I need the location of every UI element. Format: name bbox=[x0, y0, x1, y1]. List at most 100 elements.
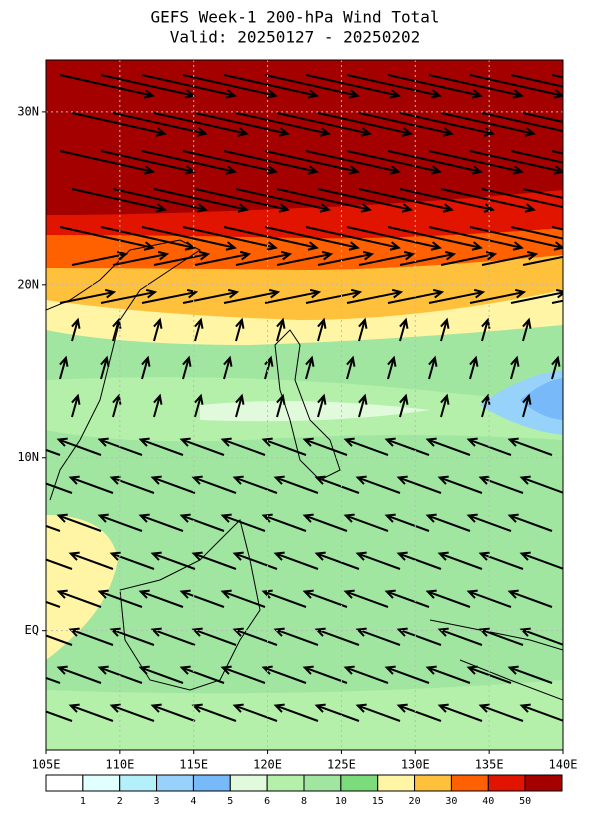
wind-arrow bbox=[519, 475, 563, 494]
wind-arrow bbox=[97, 437, 143, 456]
wind-arrow bbox=[302, 589, 348, 608]
wind-arrow bbox=[358, 250, 416, 266]
plot-frame bbox=[45, 59, 564, 751]
wind-arrow bbox=[59, 74, 155, 99]
wind-arrow bbox=[481, 112, 563, 133]
colorbar-label: 15 bbox=[372, 796, 384, 807]
wind-arrow bbox=[223, 74, 319, 99]
wind-arrow bbox=[223, 355, 233, 380]
wind-arrow bbox=[276, 317, 286, 342]
colorbar-label: 10 bbox=[335, 796, 347, 807]
wind-arrow bbox=[141, 150, 237, 175]
wind-arrow bbox=[235, 393, 245, 418]
wind-arrow bbox=[150, 627, 196, 646]
wind-arrow bbox=[314, 627, 360, 646]
colorbar-box bbox=[303, 774, 342, 792]
wind-arrow bbox=[317, 112, 413, 137]
wind-arrow bbox=[264, 74, 360, 99]
colorbar-box bbox=[340, 774, 379, 792]
wind-arrow bbox=[220, 589, 266, 608]
x-tick-label: 135E bbox=[475, 758, 504, 772]
wind-arrow bbox=[194, 393, 204, 418]
wind-arrow bbox=[59, 226, 155, 251]
wind-arrow bbox=[399, 393, 409, 418]
wind-arrow bbox=[71, 393, 81, 418]
wind-arrow bbox=[220, 665, 266, 684]
map-title: GEFS Week-1 200-hPa Wind Total bbox=[151, 8, 440, 27]
x-tick-label: 140E bbox=[549, 758, 578, 772]
wind-arrow bbox=[138, 665, 184, 684]
wind-arrow bbox=[469, 355, 479, 380]
wind-arrow bbox=[519, 627, 563, 646]
wind-arrow bbox=[191, 627, 237, 646]
wind-arrow bbox=[264, 226, 360, 251]
wind-arrow bbox=[194, 112, 290, 137]
shade-yellow bbox=[46, 515, 118, 660]
wind-arrow bbox=[273, 551, 319, 570]
wind-arrow bbox=[343, 437, 389, 456]
wind-arrow bbox=[68, 703, 114, 722]
wind-arrow bbox=[425, 437, 471, 456]
wind-arrow bbox=[440, 112, 536, 137]
wind-arrow bbox=[109, 551, 155, 570]
wind-arrow bbox=[56, 665, 102, 684]
x-tick-label: 130E bbox=[401, 758, 430, 772]
wind-arrow bbox=[182, 226, 278, 251]
wind-arrow bbox=[478, 703, 524, 722]
wind-arrow bbox=[153, 393, 163, 418]
wind-arrow bbox=[317, 393, 327, 418]
wind-arrow bbox=[46, 482, 73, 494]
wind-arrow bbox=[519, 551, 563, 570]
wind-arrow bbox=[314, 703, 360, 722]
wind-arrow bbox=[264, 288, 322, 304]
wind-arrow bbox=[59, 150, 155, 175]
wind-arrow bbox=[387, 355, 397, 380]
wind-arrow bbox=[428, 288, 486, 304]
wind-arrow bbox=[387, 226, 483, 251]
wind-arrow bbox=[384, 437, 430, 456]
wind-arrow bbox=[305, 288, 363, 304]
wind-arrow bbox=[232, 551, 278, 570]
wind-arrow bbox=[223, 288, 281, 304]
colorbar-box bbox=[192, 774, 231, 792]
wind-arrow bbox=[235, 317, 245, 342]
wind-arrow bbox=[507, 513, 553, 532]
wind-arrow bbox=[387, 150, 483, 175]
wind-arrow bbox=[522, 112, 563, 123]
wind-arrow bbox=[551, 355, 561, 380]
wind-arrow bbox=[478, 627, 524, 646]
colorbar-label: 30 bbox=[445, 796, 457, 807]
wind-arrow bbox=[428, 226, 524, 251]
wind-arrow bbox=[466, 665, 512, 684]
wind-arrow bbox=[305, 74, 401, 99]
wind-arrow bbox=[466, 589, 512, 608]
wind-arrow bbox=[153, 112, 249, 137]
wind-arrow bbox=[194, 188, 290, 213]
x-tick-label: 105E bbox=[32, 758, 61, 772]
wind-arrow bbox=[425, 665, 471, 684]
wind-arrow bbox=[355, 627, 401, 646]
wind-arrow bbox=[346, 150, 442, 175]
wind-arrow bbox=[191, 475, 237, 494]
wind-arrow bbox=[191, 551, 237, 570]
wind-arrow bbox=[384, 513, 430, 532]
wind-arrow bbox=[564, 320, 572, 341]
wind-arrow bbox=[314, 551, 360, 570]
wind-arrow bbox=[182, 74, 278, 99]
wind-arrow bbox=[510, 288, 563, 304]
wind-arrow bbox=[425, 513, 471, 532]
wind-arrow bbox=[346, 74, 442, 99]
wind-arrow bbox=[97, 589, 143, 608]
wind-arrow bbox=[428, 355, 438, 380]
wind-arrow bbox=[355, 475, 401, 494]
wind-arrow bbox=[437, 627, 483, 646]
wind-arrow bbox=[302, 665, 348, 684]
wind-arrow bbox=[141, 74, 237, 99]
wind-arrow bbox=[276, 393, 286, 418]
wind-arrow bbox=[232, 703, 278, 722]
wind-arrow bbox=[314, 475, 360, 494]
wind-arrow bbox=[507, 437, 553, 456]
wind-arrow bbox=[276, 112, 372, 137]
wind-arrow bbox=[153, 250, 211, 266]
